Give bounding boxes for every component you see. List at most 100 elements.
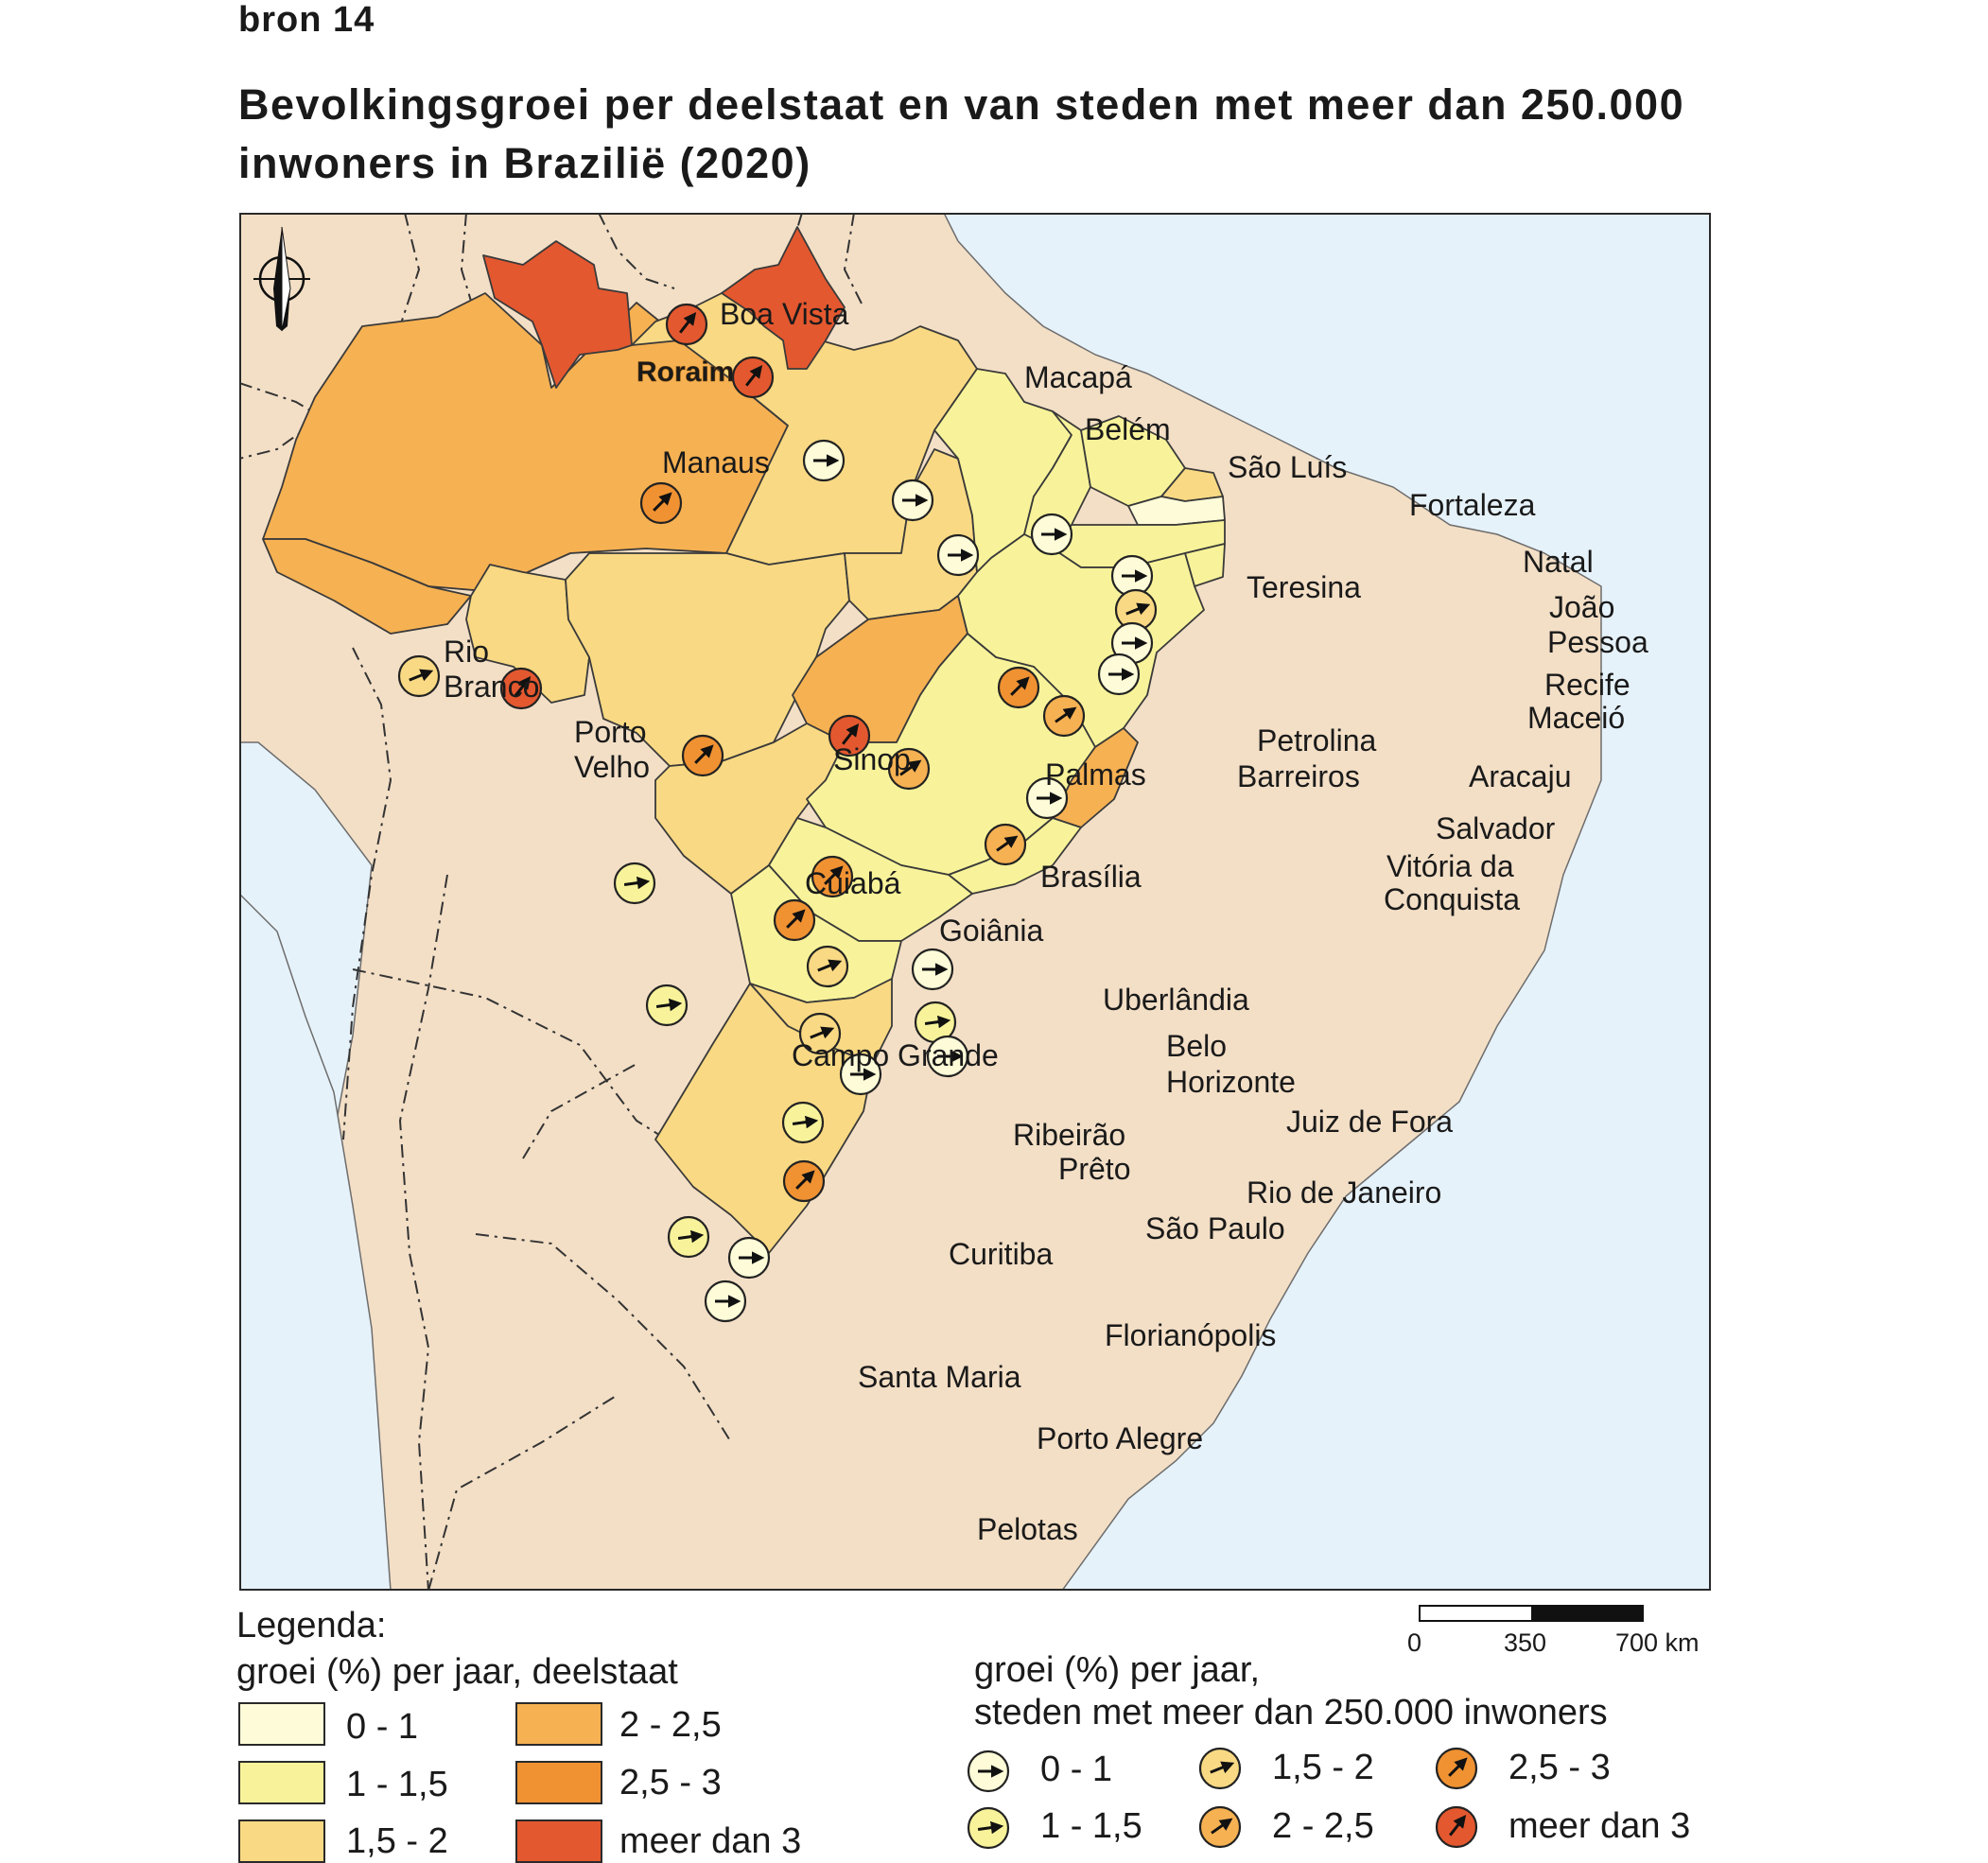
city-bras-lia-icon xyxy=(811,855,854,898)
state-acre xyxy=(262,538,472,635)
label-curitiba: Curitiba xyxy=(949,1237,1053,1271)
label-horizonte: Horizonte xyxy=(1166,1065,1296,1099)
city-vit-ria-da-conquista-icon xyxy=(984,823,1027,866)
label-rio-de-janeiro: Rio de Janeiro xyxy=(1247,1175,1441,1210)
city-bel-m-icon xyxy=(802,439,846,482)
legend-states-title: groei (%) per jaar, deelstaat xyxy=(236,1652,678,1692)
city-boa-vista-icon xyxy=(665,303,708,346)
label-conquista: Conquista xyxy=(1384,882,1520,916)
label-porto: Porto xyxy=(574,715,646,749)
city-s-o-lu-s-icon xyxy=(891,479,934,522)
city-labels: Boa Vista Macapá Belém Manaus São Luís F… xyxy=(444,297,1648,1546)
legend-city-symbol-5-icon xyxy=(1435,1805,1478,1849)
label-sao-luis: São Luís xyxy=(1228,450,1347,484)
city-belo-horizonte-icon xyxy=(911,948,954,991)
scale-tick-700: 700 km xyxy=(1615,1628,1700,1657)
city-sinop-icon xyxy=(681,734,724,777)
city-rio-de-janeiro-icon xyxy=(926,1035,969,1078)
brazil-growth-map: Roraima Boa Vista Macapá Belém Manaus Sã… xyxy=(239,213,1711,1591)
city-natal-icon xyxy=(1110,554,1154,598)
label-teresina: Teresina xyxy=(1247,570,1361,604)
legend-state-swatch-3 xyxy=(515,1702,602,1746)
legend-cities-title-2: steden met meer dan 250.000 inwoners xyxy=(974,1693,1608,1732)
label-fortaleza: Fortaleza xyxy=(1409,488,1536,522)
legend-state-swatch-5 xyxy=(515,1819,602,1863)
source-label: bron 14 xyxy=(238,0,375,40)
scale-tick-0: 0 xyxy=(1407,1628,1422,1657)
city-goi-nia-icon xyxy=(773,898,816,942)
label-velho: Velho xyxy=(574,750,650,784)
label-belo: Belo xyxy=(1166,1029,1227,1063)
label-barreiros: Barreiros xyxy=(1237,759,1360,793)
label-pelotas: Pelotas xyxy=(977,1512,1078,1546)
label-natal: Natal xyxy=(1523,545,1594,579)
legend-state-swatch-4 xyxy=(515,1761,602,1804)
label-recife: Recife xyxy=(1544,668,1631,702)
legend-city-symbol-1-icon xyxy=(967,1806,1010,1850)
city-pelotas-icon xyxy=(704,1280,747,1323)
legend-city-symbols xyxy=(967,1747,1478,1850)
label-petrolina: Petrolina xyxy=(1257,723,1377,757)
label-belem: Belém xyxy=(1085,412,1171,446)
city-uberl-ndia-icon xyxy=(806,945,849,988)
label-boa-vista: Boa Vista xyxy=(720,297,849,331)
city-ribeir-o-pr-to-icon xyxy=(798,1012,842,1055)
map-title: Bevolkingsgroei per deelstaat en van ste… xyxy=(238,76,1941,193)
city-teresina-icon xyxy=(936,533,980,577)
city-symbols xyxy=(397,303,1158,1323)
legend-state-swatch-2 xyxy=(238,1819,325,1863)
label-joao: João xyxy=(1549,590,1614,624)
legend-city-symbol-2-icon xyxy=(1198,1747,1242,1790)
legend-city-symbol-0-icon xyxy=(967,1750,1010,1793)
label-sinop: Sinop xyxy=(833,742,911,776)
label-goiania: Goiânia xyxy=(939,914,1044,948)
legend-state-swatch-1 xyxy=(238,1761,325,1804)
label-sao-paulo: São Paulo xyxy=(1145,1211,1285,1245)
label-rio: Rio xyxy=(444,635,489,669)
label-pessoa: Pessoa xyxy=(1547,625,1648,659)
label-brasilia: Brasília xyxy=(1040,860,1142,894)
state-amapa xyxy=(721,226,846,370)
legend-state-label-2: 1,5 - 2 xyxy=(346,1821,448,1861)
north-arrow-icon xyxy=(253,226,310,332)
legend-state-label-4: 2,5 - 3 xyxy=(619,1763,722,1802)
state-rondonia xyxy=(465,564,590,704)
legend-state-swatch-0 xyxy=(238,1702,325,1746)
label-santa-maria: Santa Maria xyxy=(858,1360,1021,1394)
legend-city-label-5: meer dan 3 xyxy=(1508,1806,1691,1846)
label-preto: Prêto xyxy=(1058,1152,1130,1186)
city-petrolina-icon xyxy=(997,666,1040,709)
legend-city-label-2: 1,5 - 2 xyxy=(1272,1748,1374,1787)
label-uberlandia: Uberlândia xyxy=(1103,983,1249,1017)
scale-tick-350: 350 xyxy=(1504,1628,1547,1657)
label-palmas: Palmas xyxy=(1045,757,1146,792)
label-macapa: Macapá xyxy=(1024,360,1132,394)
city-macap--icon xyxy=(731,356,775,399)
city-macei--icon xyxy=(1097,653,1141,696)
city-barreiros-icon xyxy=(887,747,931,791)
city-porto-velho-icon xyxy=(499,667,543,710)
city-salvador-icon xyxy=(1025,776,1069,820)
city-porto-alegre-icon xyxy=(727,1236,771,1280)
city-cuiab--icon xyxy=(613,862,656,905)
label-cuiaba: Cuiabá xyxy=(805,866,901,900)
legend-state-label-0: 0 - 1 xyxy=(346,1707,419,1747)
city-aracaju-icon xyxy=(1042,694,1086,738)
city-palmas-icon xyxy=(828,714,871,757)
legend-city-label-4: 2,5 - 3 xyxy=(1508,1748,1611,1787)
legend-city-label-3: 2 - 2,5 xyxy=(1272,1806,1374,1846)
state-roraima xyxy=(482,240,633,389)
legend-heading: Legenda: xyxy=(236,1606,387,1645)
legend-state-label-3: 2 - 2,5 xyxy=(619,1705,722,1745)
scale-bar xyxy=(1419,1605,1644,1622)
city-campo-grande-icon xyxy=(645,984,689,1027)
city-fortaleza-icon xyxy=(1030,513,1073,556)
label-juiz-de-fora: Juiz de Fora xyxy=(1286,1105,1453,1139)
city-manaus-icon xyxy=(639,481,683,525)
map-title-line-2: inwoners in Brazilië (2020) xyxy=(238,139,811,187)
state-label-roraima: Roraima xyxy=(637,357,750,388)
label-manaus: Manaus xyxy=(662,445,770,479)
label-ribeirao: Ribeirão xyxy=(1013,1118,1125,1152)
label-florianopolis: Florianópolis xyxy=(1105,1318,1276,1352)
legend-state-label-5: meer dan 3 xyxy=(619,1821,802,1861)
